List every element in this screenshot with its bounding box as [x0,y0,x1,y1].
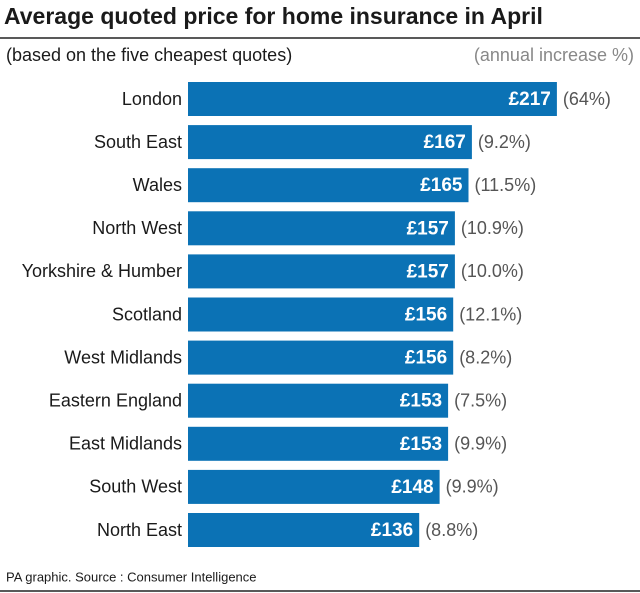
category-label: Scotland [112,304,182,324]
category-label: North West [92,218,182,238]
value-label: £153 [400,434,442,455]
increase-label: (12.1%) [459,304,522,324]
increase-label: (8.2%) [459,347,512,367]
value-label: £157 [407,261,449,282]
bar [188,297,454,332]
bar [188,383,449,418]
category-label: East Midlands [69,434,182,454]
value-label: £148 [391,477,433,498]
category-label: North East [97,520,182,540]
bar [188,168,469,203]
increase-label: (11.5%) [475,175,537,195]
chart-subtitle: (based on the five cheapest quotes) [6,45,292,65]
category-label: South West [89,477,182,497]
category-label: Wales [133,175,182,195]
category-label: South East [94,132,182,152]
bar [188,513,420,547]
category-label: Yorkshire & Humber [22,261,182,281]
category-label: West Midlands [64,347,182,367]
increase-label: (8.8%) [425,520,478,540]
increase-label: (64%) [563,89,611,109]
bar [188,340,454,375]
increase-label: (9.9%) [446,477,499,497]
increase-label: (10.9%) [461,218,524,238]
value-label: £217 [509,89,551,110]
bar [188,469,440,504]
annotation-header: (annual increase %) [474,45,634,65]
value-label: £165 [420,175,463,196]
increase-label: (10.0%) [461,261,524,281]
bar [188,211,455,246]
value-label: £136 [371,520,413,541]
source-note: PA graphic. Source : Consumer Intelligen… [6,569,257,584]
value-label: £156 [405,305,447,326]
category-label: Eastern England [49,390,182,410]
chart-title: Average quoted price for home insurance … [4,3,543,29]
increase-label: (7.5%) [454,390,507,410]
bar [188,125,472,160]
increase-label: (9.9%) [454,434,507,454]
increase-label: (9.2%) [478,132,531,152]
value-label: £156 [405,348,447,369]
bar [188,254,455,289]
bar [188,82,557,116]
value-label: £167 [424,132,466,153]
value-label: £157 [407,218,449,239]
category-label: London [122,89,182,109]
value-label: £153 [400,391,442,412]
bar [188,426,449,461]
